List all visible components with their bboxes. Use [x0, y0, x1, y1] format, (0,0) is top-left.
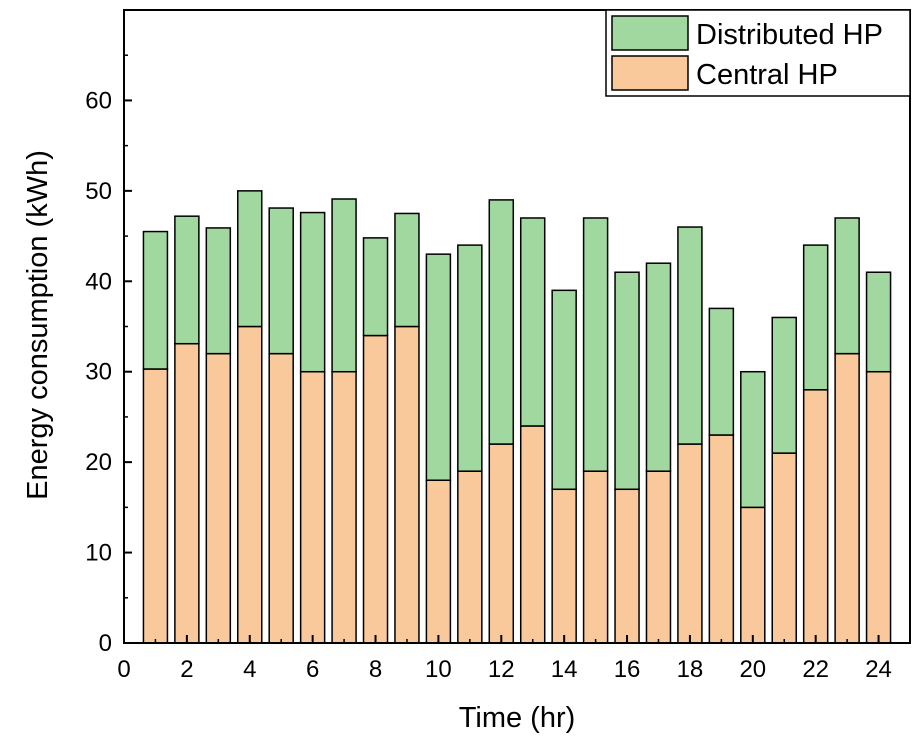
- bar-central-hr-13: [519, 425, 546, 644]
- bar-central-hr-21: [771, 452, 797, 644]
- bar-central-hr-24: [865, 370, 892, 644]
- bar-distributed-hr-1: [142, 230, 169, 370]
- legend-swatch-distributed-hp: [611, 15, 689, 51]
- bar-distributed-hr-3: [205, 227, 232, 355]
- bar-distributed-hr-14: [551, 289, 577, 491]
- bar-central-hr-7: [331, 370, 357, 644]
- bar-central-hr-15: [582, 470, 609, 644]
- bar-central-hr-3: [205, 352, 232, 644]
- x-tick-label-4: 4: [243, 656, 256, 683]
- legend-swatch-central-hp: [611, 55, 689, 91]
- y-tick-label-0: 0: [99, 630, 112, 657]
- bar-central-hr-8: [362, 334, 389, 644]
- x-axis-title: Time (hr): [459, 702, 576, 734]
- x-tick-label-6: 6: [306, 656, 319, 683]
- bar-central-hr-14: [551, 488, 577, 644]
- bar-distributed-hr-11: [457, 244, 483, 472]
- x-tick-label-2: 2: [180, 656, 193, 683]
- bar-central-hr-6: [299, 370, 326, 644]
- bars-layer: [142, 190, 892, 644]
- bar-central-hr-22: [802, 389, 829, 644]
- y-axis-title: Energy consumption (kWh): [22, 150, 54, 500]
- bar-distributed-hr-13: [519, 217, 546, 427]
- bar-central-hr-16: [614, 488, 640, 644]
- bar-distributed-hr-22: [802, 244, 829, 391]
- bar-central-hr-19: [708, 434, 735, 644]
- y-tick-label-30: 30: [85, 359, 112, 386]
- bar-distributed-hr-19: [708, 307, 735, 436]
- legend-label-distributed-hp: Distributed HP: [696, 19, 883, 51]
- y-tick-label-10: 10: [85, 540, 112, 567]
- x-tick-label-10: 10: [425, 656, 452, 683]
- bar-distributed-hr-17: [645, 262, 672, 472]
- y-tick-label-40: 40: [85, 268, 112, 295]
- bar-distributed-hr-18: [677, 226, 703, 445]
- x-tick-label-12: 12: [488, 656, 515, 683]
- bar-distributed-hr-16: [614, 271, 640, 491]
- bar-distributed-hr-20: [740, 370, 766, 509]
- bar-distributed-hr-9: [394, 212, 420, 328]
- bar-central-hr-12: [488, 443, 515, 644]
- bar-distributed-hr-15: [582, 217, 609, 472]
- bar-distributed-hr-7: [331, 198, 357, 373]
- bar-central-hr-2: [174, 342, 200, 644]
- x-tick-label-0: 0: [117, 656, 130, 683]
- bar-central-hr-20: [740, 506, 766, 644]
- y-tick-label-50: 50: [85, 178, 112, 205]
- bar-distributed-hr-4: [237, 190, 263, 328]
- x-tick-label-18: 18: [677, 656, 704, 683]
- bar-distributed-hr-5: [268, 207, 294, 355]
- y-tick-label-60: 60: [85, 87, 112, 114]
- bar-central-hr-18: [677, 443, 703, 644]
- bar-distributed-hr-24: [865, 271, 892, 373]
- bar-central-hr-23: [834, 352, 860, 644]
- bar-central-hr-1: [142, 368, 169, 644]
- x-tick-label-20: 20: [739, 656, 766, 683]
- y-tick-label-20: 20: [85, 449, 112, 476]
- bar-distributed-hr-8: [362, 237, 389, 337]
- bar-distributed-hr-21: [771, 316, 797, 454]
- bar-central-hr-4: [237, 325, 263, 644]
- bar-distributed-hr-12: [488, 199, 515, 445]
- x-tick-label-22: 22: [802, 656, 829, 683]
- bar-distributed-hr-23: [834, 217, 860, 355]
- bar-central-hr-10: [425, 479, 452, 644]
- x-tick-label-14: 14: [551, 656, 578, 683]
- bar-distributed-hr-6: [299, 211, 326, 373]
- x-tick-label-24: 24: [865, 656, 892, 683]
- legend-label-central-hp: Central HP: [696, 59, 838, 91]
- bar-central-hr-5: [268, 352, 294, 644]
- legend: Distributed HP Central HP: [605, 9, 911, 97]
- bar-distributed-hr-2: [174, 215, 200, 345]
- x-tick-label-8: 8: [369, 656, 382, 683]
- bar-central-hr-11: [457, 470, 483, 644]
- bar-central-hr-9: [394, 325, 420, 644]
- bar-distributed-hr-10: [425, 253, 452, 481]
- x-tick-label-16: 16: [614, 656, 641, 683]
- bar-central-hr-17: [645, 470, 672, 644]
